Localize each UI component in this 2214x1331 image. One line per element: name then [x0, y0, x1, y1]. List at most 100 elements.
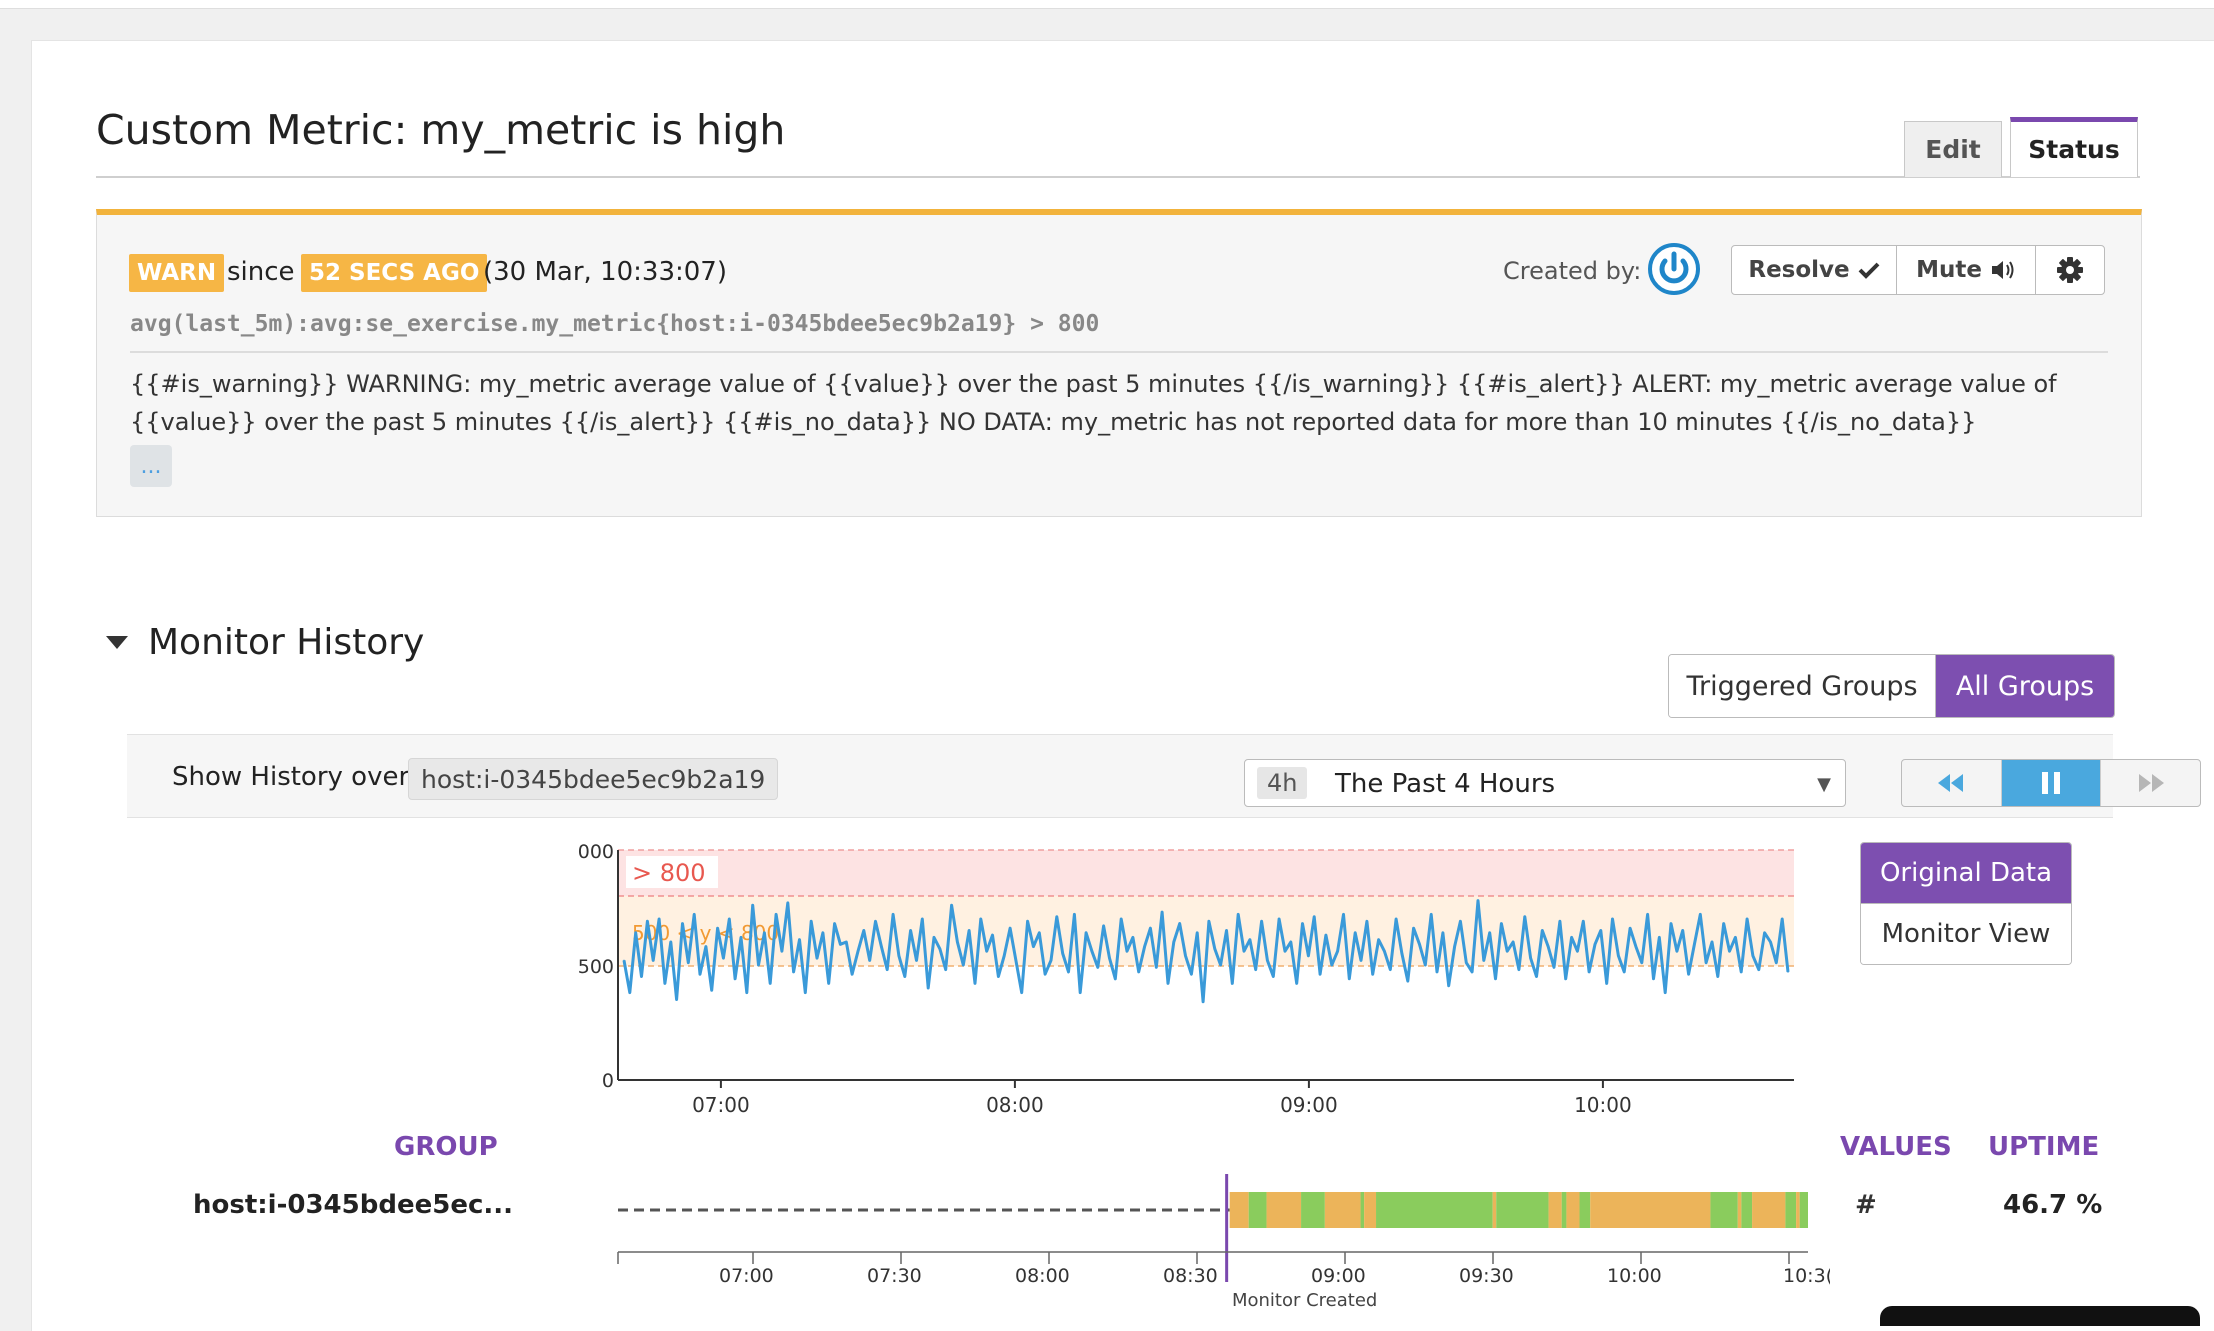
metric-data-point — [1284, 950, 1286, 952]
title-divider — [96, 176, 2140, 178]
metric-data-point — [646, 920, 649, 923]
metric-data-point — [868, 959, 871, 962]
tab-edit[interactable]: Edit — [1904, 121, 2002, 177]
metric-data-point — [1067, 971, 1070, 973]
metric-data-point — [1026, 920, 1029, 923]
status-segments — [618, 1192, 1808, 1228]
metric-data-point — [898, 955, 900, 957]
all-groups-button[interactable]: All Groups — [1936, 655, 2114, 717]
metric-data-point — [1307, 955, 1310, 957]
metric-data-point — [1746, 918, 1748, 920]
metric-data-point — [798, 938, 801, 941]
warn-segment — [1737, 1192, 1742, 1228]
metric-data-point — [950, 904, 953, 906]
metric-data-point — [927, 987, 929, 989]
state-badge: WARN — [129, 254, 225, 292]
metric-chart[interactable]: > 800 500 < y < 800 000 500 0 07:00 08:00… — [570, 836, 1830, 1126]
host-tag[interactable]: host:i-0345bdee5ec9b2a19 — [408, 758, 779, 800]
metric-data-point — [1717, 975, 1719, 978]
alert-label-bg — [626, 856, 718, 888]
metric-data-point — [1646, 913, 1649, 916]
metric-data-point — [980, 918, 982, 920]
group-values-cell: # — [1855, 1190, 1877, 1220]
metric-data-point — [670, 941, 672, 943]
metric-data-point — [1208, 920, 1210, 923]
original-data-button[interactable]: Original Data — [1861, 843, 2071, 903]
metric-data-point — [775, 913, 777, 916]
y-tick-label: 500 — [578, 956, 614, 978]
settings-button[interactable] — [2036, 246, 2104, 294]
metric-data-point — [1231, 982, 1234, 985]
x-axis-ticks: 07:00 08:00 09:00 10:00 — [692, 1080, 1632, 1117]
view-toggle: Original Data Monitor View — [1860, 842, 2072, 965]
metric-data-point — [1687, 973, 1690, 975]
metric-data-point — [1044, 973, 1046, 975]
metric-data-point — [1366, 920, 1368, 923]
metric-data-point — [1582, 920, 1585, 923]
metric-data-point — [1453, 945, 1456, 948]
fast-forward-button[interactable] — [2101, 760, 2200, 806]
metric-data-point — [1787, 971, 1789, 973]
metric-data-point — [751, 904, 754, 906]
metric-data-point — [1524, 915, 1526, 918]
since-label: since — [227, 257, 295, 287]
metric-data-point — [909, 929, 912, 932]
group-host-name[interactable]: host:i-0345bdee5ec... — [193, 1190, 513, 1220]
collapse-caret-icon[interactable] — [106, 636, 128, 649]
metric-data-point — [944, 968, 947, 971]
metric-data-point — [1518, 968, 1520, 971]
metric-data-point — [1050, 959, 1052, 962]
metric-data-point — [997, 975, 1000, 978]
metric-data-point — [1102, 925, 1105, 927]
metric-data-point — [863, 929, 865, 932]
metric-data-point — [845, 941, 848, 943]
overlay-edge — [1880, 1306, 2200, 1326]
metric-data-point — [1652, 978, 1655, 980]
metric-data-point — [880, 945, 883, 948]
expand-message-button[interactable]: ... — [130, 445, 172, 487]
range-label: The Past 4 Hours — [1335, 769, 1556, 799]
created-by-label: Created by: — [1503, 257, 1642, 285]
speaker-icon — [1991, 261, 2014, 279]
resolve-button[interactable]: Resolve — [1732, 246, 1897, 294]
metric-data-point — [939, 948, 941, 950]
metric-data-point — [687, 961, 690, 964]
status-timeline[interactable]: 07:00 07:30 08:00 08:30 09:00 09:30 10:00 10:3(… — [600, 1170, 1830, 1314]
metric-data-point — [1178, 922, 1181, 925]
timeline-tick-label: 08:30 — [1163, 1265, 1218, 1287]
metric-data-point — [1705, 961, 1707, 964]
monitor-created-label: Monitor Created — [1232, 1290, 1377, 1311]
tab-status[interactable]: Status — [2010, 117, 2138, 177]
metric-data-point — [921, 918, 924, 920]
timeline-tick-label: 07:30 — [867, 1265, 922, 1287]
fast-forward-icon — [2138, 774, 2164, 792]
metric-data-point — [1547, 945, 1549, 948]
time-range-select[interactable]: 4h The Past 4 Hours ▼ — [1244, 759, 1846, 807]
metric-data-point — [1758, 968, 1760, 971]
x-tick-label: 10:00 — [1574, 1093, 1632, 1117]
monitor-view-button[interactable]: Monitor View — [1861, 903, 2071, 964]
mute-button[interactable]: Mute — [1897, 246, 2036, 294]
pause-button[interactable] — [2001, 760, 2102, 806]
metric-data-point — [1149, 927, 1152, 929]
metric-data-point — [763, 932, 766, 934]
metric-data-point — [1670, 922, 1672, 925]
metric-data-point — [1056, 915, 1058, 918]
timeline-tick-label: 08:00 — [1015, 1265, 1070, 1287]
x-tick-label: 08:00 — [986, 1093, 1044, 1117]
ok-segment — [1301, 1192, 1325, 1228]
metric-data-point — [1383, 950, 1386, 952]
power-icon[interactable] — [1648, 243, 1700, 295]
uptime-column-header: UPTIME — [1988, 1132, 2100, 1162]
metric-data-point — [1348, 978, 1351, 980]
metric-data-point — [915, 959, 918, 962]
metric-data-point — [1512, 941, 1514, 943]
triggered-groups-button[interactable]: Triggered Groups — [1669, 655, 1936, 717]
warn-segment — [1548, 1192, 1562, 1228]
rewind-button[interactable] — [1902, 760, 2002, 806]
ok-segment — [1376, 1192, 1493, 1228]
metric-data-point — [1313, 915, 1315, 918]
metric-data-point — [1225, 929, 1228, 932]
warn-segment — [1566, 1192, 1580, 1228]
metric-data-point — [1734, 936, 1737, 939]
